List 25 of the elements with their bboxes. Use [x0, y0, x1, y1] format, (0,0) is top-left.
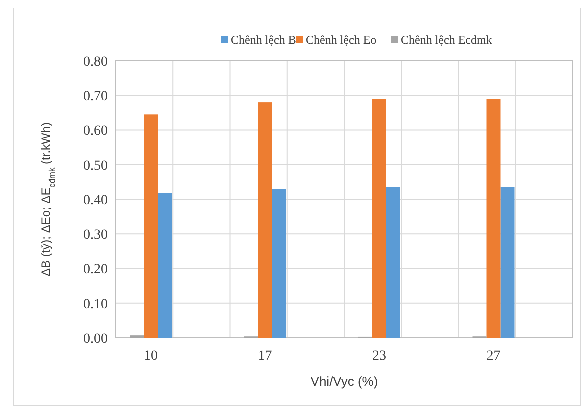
bar — [144, 114, 158, 338]
y-tick-label: 0.10 — [84, 297, 108, 312]
y-tick-label: 0.50 — [84, 158, 108, 174]
x-tick-label: 17 — [258, 349, 272, 364]
y-tick-label: 0.40 — [84, 193, 108, 208]
x-tick-label: 10 — [144, 349, 158, 364]
y-tick-label: 0.70 — [84, 90, 108, 105]
y-tick-label: 0.80 — [84, 54, 108, 70]
x-tick-label: 27 — [486, 349, 501, 364]
bar — [272, 189, 286, 338]
legend-label: Chênh lệch Ecđmk — [401, 33, 492, 47]
y-tick-label: 0.60 — [84, 124, 108, 140]
legend-label: Chênh lệch Eo — [306, 33, 377, 47]
x-tick-label: 23 — [372, 349, 386, 364]
bar — [486, 99, 501, 338]
legend-label: Chênh lệch B — [231, 33, 296, 47]
bar — [372, 99, 386, 338]
y-tick-label: 0.30 — [84, 228, 108, 244]
bar — [158, 193, 172, 338]
bar — [258, 102, 272, 338]
y-tick-label: 0.20 — [84, 262, 108, 278]
bar — [386, 187, 400, 338]
x-axis-title: Vhi/Vyc (%) — [310, 374, 378, 389]
bar — [500, 187, 515, 338]
y-tick-label: 0.00 — [84, 332, 108, 347]
